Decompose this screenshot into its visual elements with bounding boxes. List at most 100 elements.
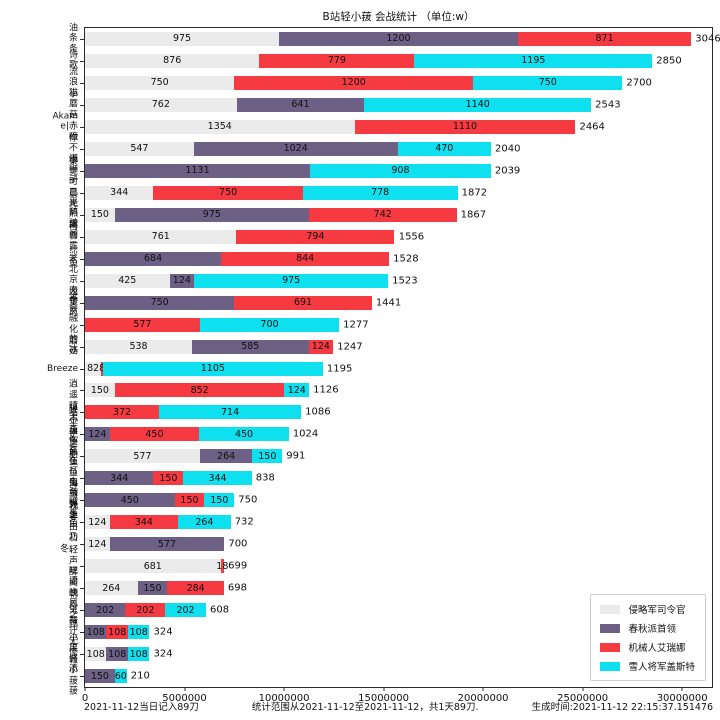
y-axis-tick-mark (80, 302, 84, 304)
bar-segment-春秋派首领: 450 (85, 493, 175, 508)
bar-segment-春秋派首领: 264 (199, 449, 253, 464)
bar-segment-春秋派首领: 108 (85, 625, 107, 640)
bar-segment-机械人艾瑞娜: 1110 (354, 119, 576, 134)
bar-segment-侵略军司令官: 108 (85, 647, 107, 662)
chart-title: B站轻小菝 会战统计 （单位:w） (322, 11, 475, 23)
bar-row: 晨光照高阁 150 975 742 1867 (69, 189, 712, 240)
segment-value-label: 714 (221, 406, 240, 418)
bar-total-label: 3046 (695, 33, 720, 45)
bar-rows-container: 油条条 975 1200 871 3046 诗歌 876 779 1195 2850 流浪猫… (47, 23, 720, 696)
y-axis-category-label: 小果酱渍 (68, 633, 78, 675)
bar-total-label: 838 (255, 472, 275, 484)
bar-total-label: 2464 (579, 121, 605, 133)
legend-color-swatch (600, 642, 621, 652)
segment-value-label: 684 (144, 253, 163, 265)
bar-row: 鬼舞辻无惨 108 108 108 324 (69, 606, 712, 657)
bar-row: 嘴平伊之助 124 450 450 1024 (69, 409, 712, 460)
bar-total-label: 2543 (595, 99, 621, 111)
stacked-bar: 762 641 1140 2543 (85, 97, 621, 112)
x-axis-tick-label: 30000000 (656, 693, 708, 704)
stacked-bar: 150 60 210 (85, 669, 150, 684)
y-axis-category-label: 轻小菝你又 在打电动哦 (68, 404, 78, 508)
y-axis-tick-mark (80, 456, 84, 458)
segment-value-label: 778 (371, 187, 390, 199)
bar-segment-春秋派首领: 684 (85, 251, 222, 266)
segment-value-label: 750 (219, 187, 238, 199)
y-axis-tick-mark (80, 632, 84, 634)
bar-segment-机械人艾瑞娜: 1200 (234, 75, 474, 90)
segment-value-label: 1200 (341, 77, 366, 89)
y-axis-tick-mark (80, 38, 84, 40)
segment-value-label: 150 (90, 670, 109, 682)
bar-row: Breeze 828 1105 1195 (47, 358, 712, 380)
bar-row: 轻小菝你又 在打电动哦 577 264 150 991 (69, 405, 712, 508)
bar-segment-春秋派首领: 150 (137, 581, 168, 596)
bar-segment-雪人将军盖斯特: 1140 (364, 97, 592, 112)
segment-value-label: 202 (136, 604, 155, 616)
bar-row: 流浪猫 750 1200 750 2700 (69, 67, 712, 98)
legend-entry: 机械人艾瑞娜 (600, 640, 695, 654)
legend-label: 机械人艾瑞娜 (628, 643, 686, 654)
x-axis-tick-label: 0 (81, 693, 89, 704)
segment-value-label: 1354 (207, 121, 232, 133)
segment-value-label: 344 (134, 516, 153, 528)
y-axis-tick-mark (80, 126, 84, 128)
segment-value-label: 1200 (386, 33, 411, 45)
y-axis-category-label: 小蘑菇 (68, 89, 78, 121)
segment-value-label: 1131 (185, 165, 210, 177)
bar-row: 莎鱼 684 844 1528 (69, 248, 712, 270)
y-axis-category-label: 鱼鱼鱼鱼鱼 鱼鱼好多鱼 (68, 426, 78, 530)
x-axis-tick-mark (283, 687, 285, 691)
y-axis-tick-mark (80, 434, 84, 436)
segment-value-label: 585 (241, 341, 260, 353)
y-axis-category-label: 梅普露 (68, 221, 78, 252)
segment-value-label: 108 (129, 648, 148, 660)
bar-segment-机械人艾瑞娜: 284 (167, 581, 224, 596)
segment-value-label: 450 (234, 428, 254, 440)
segment-value-label: 372 (112, 406, 132, 418)
segment-value-label: 700 (260, 319, 279, 331)
segment-value-label: 876 (163, 55, 182, 67)
segment-value-label: 60 (114, 670, 127, 682)
y-axis-category-label: 朝月之蹋 (68, 589, 78, 631)
segment-value-label: 150 (210, 494, 229, 506)
y-axis-category-label: 逍遥 (68, 380, 78, 401)
bar-total-label: 698 (227, 582, 248, 594)
segment-value-label: 852 (190, 384, 209, 396)
bar-row: 晴天 372 714 1086 (69, 401, 712, 423)
y-axis-category-label: 小狮子 (68, 155, 78, 186)
bar-row: 逍遥 150 852 124 1126 (69, 380, 712, 402)
segment-value-label: 450 (120, 494, 139, 506)
segment-value-label: 8 (99, 363, 105, 374)
stacked-bar: 975 1200 871 3046 (85, 31, 720, 46)
segment-value-label: 538 (129, 341, 148, 353)
segment-value-label: 124 (88, 516, 107, 528)
legend-label: 春秋派首领 (628, 624, 676, 635)
y-axis-category-label: 轻小菝菝 (68, 655, 78, 697)
y-axis-category-label: 不会融化的冰 (68, 293, 78, 356)
segment-value-label: 124 (287, 384, 306, 396)
bar-segment-雪人将军盖斯特: 778 (302, 185, 458, 200)
bar-segment-雪人将军盖斯特: 108 (127, 625, 150, 640)
x-axis-tick-label: 15000000 (358, 693, 410, 704)
stacked-bar: 681 18 699 (85, 559, 247, 574)
stacked-bar: 828 1105 1195 (85, 361, 352, 376)
bar-total-label: 210 (130, 670, 150, 682)
bar-total-label: 1086 (305, 406, 331, 418)
bar-row: 你不懂 547 1024 470 2040 (69, 133, 712, 164)
bar-total-label: 1024 (292, 428, 319, 440)
segment-value-label: 124 (88, 538, 107, 550)
bar-row: 龙望风 750 691 1441 (69, 287, 712, 318)
stacked-bar: 124 344 264 732 (85, 515, 254, 530)
bar-total-label: 2700 (626, 77, 652, 89)
x-axis-tick-mark (482, 687, 484, 691)
bar-total-label: 1523 (392, 275, 418, 287)
stacked-bar: 264 150 284 698 (85, 581, 247, 596)
segment-value-label: 344 (208, 472, 227, 484)
bar-row: 小狮子 1131 908 2039 (69, 155, 712, 186)
bar-row: 蘑菇 538 585 124 1247 (69, 336, 712, 358)
segment-value-label: 1140 (465, 99, 490, 111)
bar-segment-侵略军司令官: 344 (85, 185, 154, 200)
x-axis-tick-label: 5000000 (162, 693, 207, 704)
segment-value-label: 577 (157, 538, 177, 550)
